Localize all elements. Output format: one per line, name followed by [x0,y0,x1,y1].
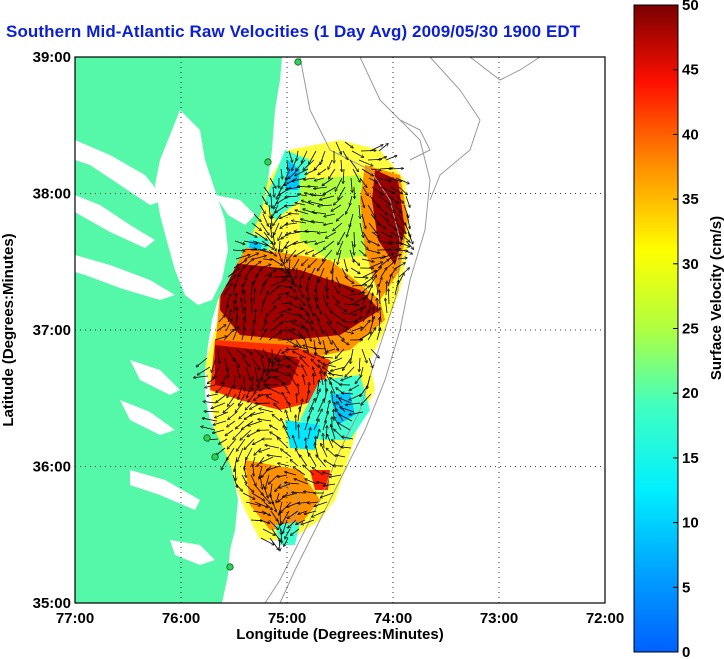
y-tick-label: 39:00 [33,49,71,66]
x-axis-ticks: 77:00 76:00 75:00 74:00 73:00 72:00 [56,610,624,627]
velocity-vectors [194,141,414,551]
chesapeake-bay [75,110,255,565]
x-tick-label: 72:00 [586,610,624,627]
colorbar-tick-label: 45 [682,62,699,79]
colorbar-gradient [633,4,679,653]
colorbar-tick-label: 20 [682,385,699,402]
colorbar-tick-label: 5 [682,579,690,596]
y-tick-label: 37:00 [33,322,71,339]
x-tick-label: 76:00 [162,610,200,627]
colorbar-tick-label: 10 [682,515,699,532]
colorbar-tick-label: 0 [682,644,690,659]
map-grid [75,57,605,603]
y-tick-label: 36:00 [33,459,71,476]
map-title: Southern Mid-Atlantic Raw Velocities (1 … [6,22,581,41]
y-axis-label: Latitude (Degrees:Minutes) [0,233,17,426]
colorbar-label: Surface Velocity (cm/s) [708,216,724,380]
map-plot-area: 77:00 76:00 75:00 74:00 73:00 72:00 39:00 38:0… [0,49,624,643]
colorbar-tick-label: 30 [682,256,699,273]
y-tick-label: 38:00 [33,186,71,203]
x-axis-label: Longitude (Degrees:Minutes) [236,626,444,643]
colorbar-tick-label: 35 [682,191,699,208]
radar-stations [203,58,302,571]
x-tick-label: 74:00 [374,610,412,627]
colorbar-tick-label: 50 [682,0,699,14]
x-tick-label: 77:00 [56,610,94,627]
y-tick-label: 35:00 [33,595,71,612]
x-tick-label: 75:00 [268,610,306,627]
x-tick-label: 73:00 [480,610,518,627]
colorbar-tick-label: 15 [682,450,699,467]
y-axis-ticks: 39:00 38:00 37:00 36:00 35:00 [33,49,71,612]
colorbar-tick-label: 25 [682,321,699,338]
colorbar-tick-label: 40 [682,126,699,143]
